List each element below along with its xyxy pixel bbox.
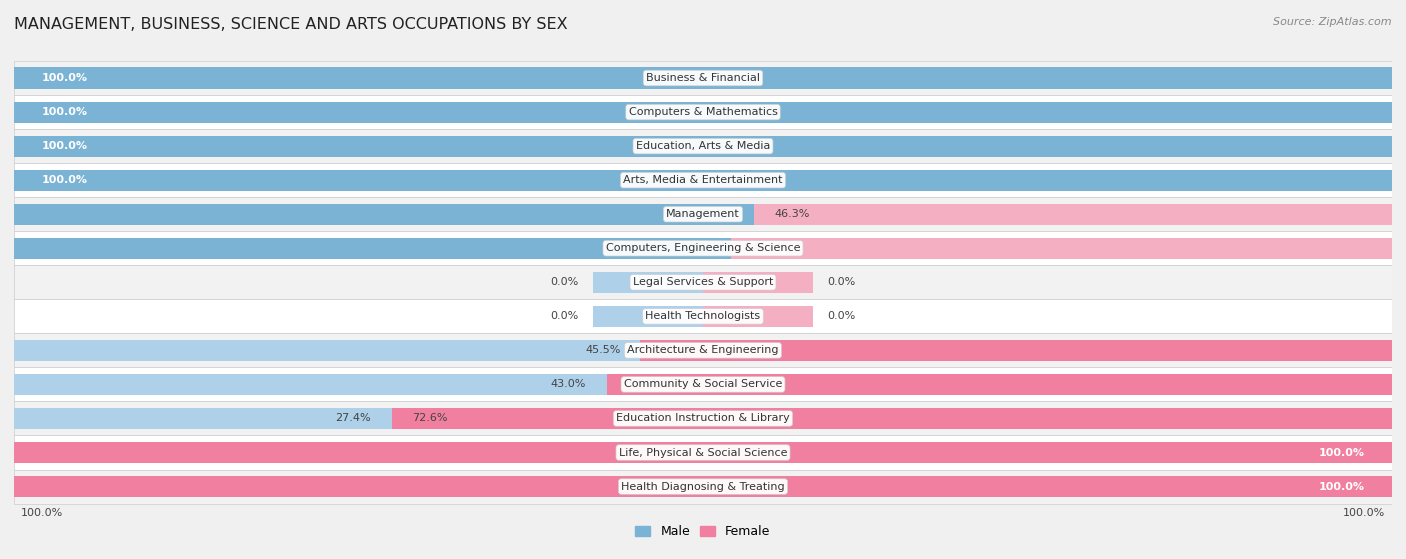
Bar <box>14 374 606 395</box>
Text: Health Technologists: Health Technologists <box>645 311 761 321</box>
Text: 48.0%: 48.0% <box>751 243 787 253</box>
Text: 72.6%: 72.6% <box>412 414 447 424</box>
Text: Source: ZipAtlas.com: Source: ZipAtlas.com <box>1274 17 1392 27</box>
Bar <box>392 408 1392 429</box>
Text: 45.5%: 45.5% <box>585 345 620 356</box>
Text: 100.0%: 100.0% <box>1319 481 1364 491</box>
Text: 100.0%: 100.0% <box>42 175 87 185</box>
Bar <box>14 163 1392 197</box>
Bar <box>731 238 1392 259</box>
Bar <box>14 266 1392 299</box>
Bar <box>703 272 813 293</box>
Bar <box>14 95 1392 129</box>
Text: 57.0%: 57.0% <box>627 380 662 390</box>
Bar <box>14 470 1392 504</box>
Bar <box>14 61 1392 95</box>
Text: Health Diagnosing & Treating: Health Diagnosing & Treating <box>621 481 785 491</box>
Text: 46.3%: 46.3% <box>775 209 810 219</box>
Bar <box>14 299 1392 333</box>
Text: 100.0%: 100.0% <box>1343 508 1385 518</box>
Legend: Male, Female: Male, Female <box>630 520 776 543</box>
Bar <box>14 197 1392 231</box>
Bar <box>14 169 1392 191</box>
Text: 27.4%: 27.4% <box>335 414 371 424</box>
Bar <box>14 238 731 259</box>
Text: Community & Social Service: Community & Social Service <box>624 380 782 390</box>
Bar <box>14 442 1392 463</box>
Text: 100.0%: 100.0% <box>42 141 87 151</box>
Text: Arts, Media & Entertainment: Arts, Media & Entertainment <box>623 175 783 185</box>
Text: Architecture & Engineering: Architecture & Engineering <box>627 345 779 356</box>
Bar <box>14 401 1392 435</box>
Bar <box>703 306 813 327</box>
Text: 0.0%: 0.0% <box>827 311 855 321</box>
Bar <box>14 435 1392 470</box>
Text: 43.0%: 43.0% <box>551 380 586 390</box>
Text: Management: Management <box>666 209 740 219</box>
Text: Business & Financial: Business & Financial <box>645 73 761 83</box>
Text: 100.0%: 100.0% <box>21 508 63 518</box>
Text: 100.0%: 100.0% <box>1319 448 1364 457</box>
Bar <box>14 408 392 429</box>
Text: 0.0%: 0.0% <box>551 277 579 287</box>
Bar <box>14 203 754 225</box>
Text: 52.0%: 52.0% <box>675 243 710 253</box>
Bar <box>14 68 1392 88</box>
Text: 100.0%: 100.0% <box>42 73 87 83</box>
Bar <box>14 102 1392 122</box>
Text: Legal Services & Support: Legal Services & Support <box>633 277 773 287</box>
Bar <box>606 374 1392 395</box>
Text: Education Instruction & Library: Education Instruction & Library <box>616 414 790 424</box>
Bar <box>593 306 703 327</box>
Text: Computers, Engineering & Science: Computers, Engineering & Science <box>606 243 800 253</box>
Text: 53.7%: 53.7% <box>697 209 734 219</box>
Text: Life, Physical & Social Science: Life, Physical & Social Science <box>619 448 787 457</box>
Bar <box>14 367 1392 401</box>
Text: MANAGEMENT, BUSINESS, SCIENCE AND ARTS OCCUPATIONS BY SEX: MANAGEMENT, BUSINESS, SCIENCE AND ARTS O… <box>14 17 568 32</box>
Bar <box>640 340 1392 361</box>
Text: 54.6%: 54.6% <box>661 345 696 356</box>
Bar <box>14 340 641 361</box>
Bar <box>14 476 1392 497</box>
Bar <box>14 136 1392 157</box>
Bar <box>14 129 1392 163</box>
Bar <box>14 333 1392 367</box>
Bar <box>593 272 703 293</box>
Bar <box>14 231 1392 266</box>
Text: Education, Arts & Media: Education, Arts & Media <box>636 141 770 151</box>
Text: Computers & Mathematics: Computers & Mathematics <box>628 107 778 117</box>
Text: 0.0%: 0.0% <box>551 311 579 321</box>
Text: 100.0%: 100.0% <box>42 107 87 117</box>
Bar <box>754 203 1392 225</box>
Text: 0.0%: 0.0% <box>827 277 855 287</box>
